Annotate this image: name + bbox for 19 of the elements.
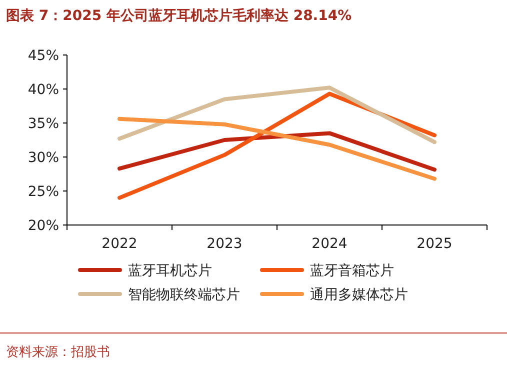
legend-label: 蓝牙音箱芯片 — [310, 263, 394, 279]
y-tick-label: 25% — [28, 184, 59, 200]
chart-title: 图表 7：2025 年公司蓝牙耳机芯片毛利率达 28.14% — [6, 7, 352, 24]
legend-label: 蓝牙耳机芯片 — [128, 263, 212, 279]
line-series — [118, 86, 436, 144]
x-tick-label: 2024 — [312, 236, 348, 252]
y-tick-label: 35% — [28, 116, 59, 132]
y-tick-label: 30% — [28, 150, 59, 166]
line-series — [118, 131, 436, 172]
line-series — [118, 116, 436, 181]
y-tick-label: 40% — [28, 82, 59, 98]
y-tick-label: 20% — [28, 218, 59, 234]
text: 资料来源：招股书 — [6, 345, 110, 360]
x-tick-label: 2022 — [102, 236, 138, 252]
legend-label: 智能物联终端芯片 — [128, 287, 240, 303]
y-tick-label: 45% — [28, 48, 59, 64]
legend-label: 通用多媒体芯片 — [310, 287, 408, 303]
x-tick-label: 2025 — [416, 236, 452, 252]
x-tick-label: 2023 — [206, 236, 242, 252]
